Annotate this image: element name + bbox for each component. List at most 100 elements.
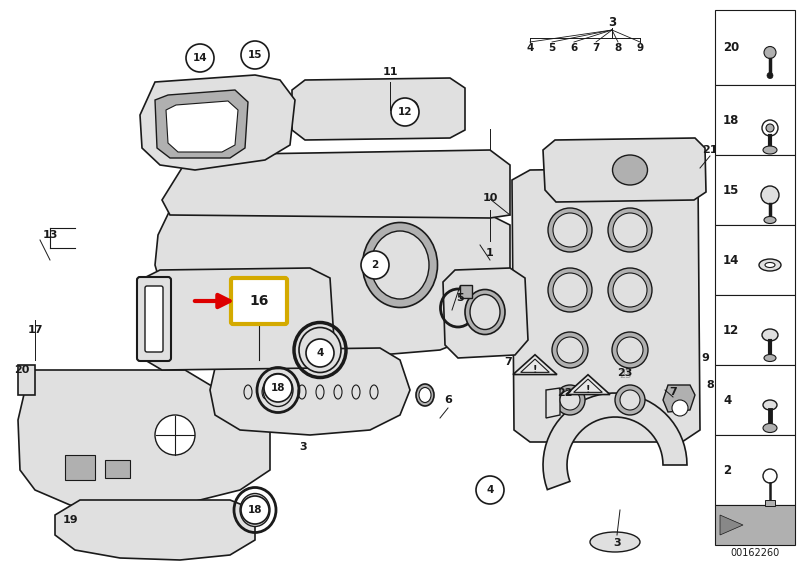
Circle shape (767, 73, 773, 78)
Ellipse shape (762, 329, 778, 341)
Text: 4: 4 (316, 348, 324, 358)
Text: 3: 3 (299, 442, 307, 452)
Circle shape (155, 415, 195, 455)
Text: 17: 17 (27, 325, 42, 335)
Circle shape (241, 41, 269, 69)
Text: 23: 23 (618, 368, 633, 378)
Text: 4: 4 (486, 485, 494, 495)
Bar (715, 85, 795, 155)
Text: 8: 8 (706, 380, 714, 390)
Text: 2: 2 (723, 464, 731, 477)
Circle shape (613, 273, 647, 307)
Text: 18: 18 (723, 113, 739, 126)
Circle shape (608, 208, 652, 252)
Circle shape (620, 390, 640, 410)
Polygon shape (55, 500, 255, 560)
Circle shape (548, 208, 592, 252)
Circle shape (306, 339, 334, 367)
Bar (765, 500, 775, 506)
Circle shape (361, 251, 389, 279)
Text: 3: 3 (613, 538, 621, 548)
Ellipse shape (764, 355, 776, 362)
Text: 20: 20 (723, 41, 739, 54)
Text: 13: 13 (42, 230, 58, 240)
Ellipse shape (299, 328, 341, 372)
Bar (715, 155, 795, 225)
Ellipse shape (465, 289, 505, 334)
Text: 20: 20 (14, 365, 30, 375)
Text: 7: 7 (592, 43, 600, 53)
Polygon shape (460, 285, 472, 298)
Polygon shape (210, 348, 410, 435)
Text: !: ! (586, 385, 590, 395)
Polygon shape (140, 75, 295, 170)
Polygon shape (566, 374, 610, 395)
Bar (715, 10, 795, 85)
Text: 21: 21 (702, 145, 718, 155)
Text: 9: 9 (637, 43, 643, 53)
Polygon shape (166, 101, 238, 152)
Polygon shape (715, 505, 795, 545)
Circle shape (612, 332, 648, 368)
Text: 19: 19 (62, 515, 78, 525)
Polygon shape (512, 168, 700, 442)
Polygon shape (720, 515, 743, 535)
FancyBboxPatch shape (145, 286, 163, 352)
Text: 18: 18 (270, 383, 286, 393)
FancyBboxPatch shape (231, 278, 287, 324)
Text: 5: 5 (456, 293, 464, 303)
Polygon shape (140, 268, 335, 370)
Text: 00162260: 00162260 (730, 548, 780, 558)
Circle shape (557, 337, 583, 363)
Ellipse shape (419, 387, 431, 403)
Text: 2: 2 (371, 260, 378, 270)
Text: 6: 6 (444, 395, 452, 405)
Circle shape (615, 385, 645, 415)
Circle shape (402, 100, 418, 116)
Text: 4: 4 (723, 394, 731, 407)
Text: 9: 9 (701, 353, 709, 363)
Circle shape (553, 213, 587, 247)
Polygon shape (546, 388, 560, 418)
Circle shape (264, 374, 292, 402)
Circle shape (548, 268, 592, 312)
Text: 22: 22 (558, 388, 573, 398)
Text: 15: 15 (248, 50, 262, 60)
Circle shape (608, 268, 652, 312)
Ellipse shape (764, 217, 776, 223)
Ellipse shape (240, 494, 270, 527)
Bar (715, 295, 795, 365)
Circle shape (764, 46, 776, 59)
Polygon shape (292, 78, 465, 140)
Ellipse shape (763, 146, 777, 154)
Polygon shape (65, 455, 95, 480)
Bar (715, 225, 795, 295)
Polygon shape (543, 393, 687, 490)
Ellipse shape (759, 259, 781, 271)
Text: 12: 12 (723, 324, 739, 337)
Polygon shape (162, 150, 510, 218)
Circle shape (613, 213, 647, 247)
Text: 16: 16 (250, 294, 269, 308)
Circle shape (672, 400, 688, 416)
Polygon shape (543, 138, 706, 202)
FancyBboxPatch shape (137, 277, 171, 361)
Text: 5: 5 (548, 43, 556, 53)
Circle shape (391, 98, 419, 126)
Text: 12: 12 (398, 107, 412, 117)
Ellipse shape (362, 223, 438, 307)
Circle shape (552, 332, 588, 368)
Circle shape (553, 273, 587, 307)
Text: 10: 10 (482, 193, 498, 203)
Circle shape (617, 337, 643, 363)
Bar (715, 365, 795, 435)
Ellipse shape (613, 155, 647, 185)
Circle shape (560, 390, 580, 410)
Ellipse shape (763, 424, 777, 433)
Circle shape (766, 124, 774, 132)
Ellipse shape (416, 384, 434, 406)
Polygon shape (663, 385, 695, 412)
Ellipse shape (765, 262, 775, 267)
Polygon shape (148, 283, 165, 358)
Polygon shape (443, 268, 528, 358)
